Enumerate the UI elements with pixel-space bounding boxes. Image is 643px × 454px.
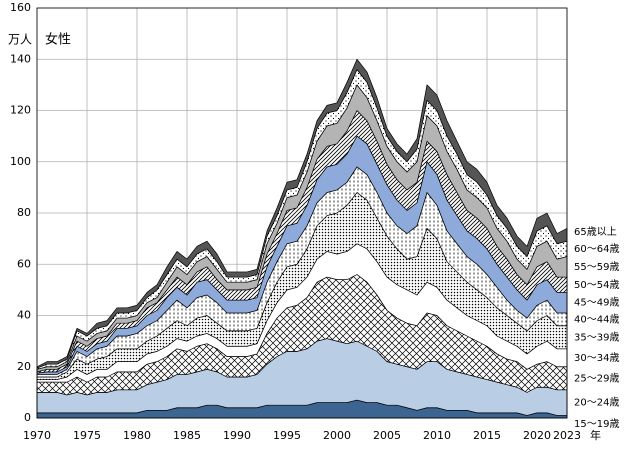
- plot-frame: [36, 7, 568, 419]
- x-tick-label: 2005: [373, 429, 401, 442]
- y-tick-label: 60: [17, 257, 31, 270]
- chart-title: 女性: [45, 32, 71, 48]
- legend-label: 65歳以上: [574, 226, 617, 238]
- x-tick-label: 1985: [173, 429, 201, 442]
- x-tick-label: 1975: [73, 429, 101, 442]
- y-tick-label: 80: [17, 206, 31, 219]
- x-tick-label: 1980: [123, 429, 151, 442]
- x-tick-label: 1995: [273, 429, 301, 442]
- x-tick-label: 1990: [223, 429, 251, 442]
- y-tick-label: 160: [10, 1, 31, 14]
- legend-label: 15～19歳: [574, 418, 619, 430]
- x-tick-label: 2015: [473, 429, 501, 442]
- legend-label: 25～29歳: [574, 372, 619, 384]
- x-tick-label: 2020: [523, 429, 551, 442]
- y-tick-label: 0: [24, 411, 31, 424]
- legend-label: 60～64歳: [574, 243, 619, 255]
- y-tick-label: 140: [10, 52, 31, 65]
- y-unit: 万人: [8, 33, 32, 47]
- x-unit: 年: [590, 428, 601, 442]
- y-tick-label: 20: [17, 360, 31, 373]
- x-tick-label: 2023: [553, 429, 581, 442]
- y-tick-label: 100: [10, 155, 31, 168]
- y-tick-label: 40: [17, 309, 31, 322]
- x-tick-label: 2000: [323, 429, 351, 442]
- legend-label: 35～39歳: [574, 331, 619, 343]
- legend-label: 55～59歳: [574, 261, 619, 273]
- legend-label: 45～49歳: [574, 296, 619, 308]
- y-tick-label: 120: [10, 104, 31, 117]
- legend-label: 40～44歳: [574, 313, 619, 325]
- x-tick-label: 1970: [23, 429, 51, 442]
- legend-label: 30～34歳: [574, 352, 619, 364]
- legend-label: 20～24歳: [574, 397, 619, 409]
- x-tick-label: 2010: [423, 429, 451, 442]
- legend-label: 50～54歳: [574, 279, 619, 291]
